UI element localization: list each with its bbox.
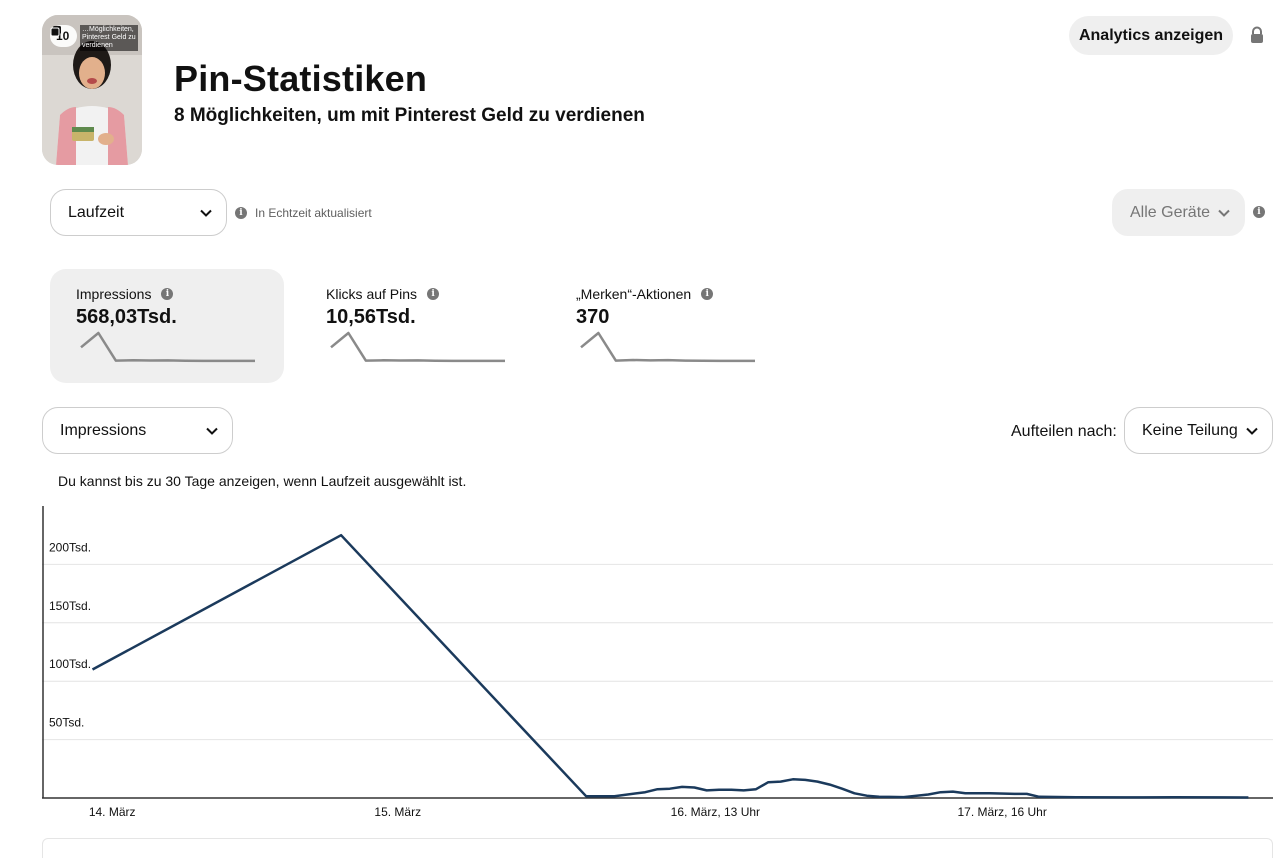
metric-card-saves[interactable]: „Merken“-Aktionen i 370	[550, 269, 784, 383]
metric-label: „Merken“-Aktionen	[576, 286, 692, 302]
y-tick-label: 150Tsd.	[49, 599, 91, 613]
metric-value: 370	[576, 306, 610, 328]
info-icon[interactable]: i	[427, 288, 440, 300]
device-value: Alle Geräte	[1130, 203, 1211, 221]
range-note: Du kannst bis zu 30 Tage anzeigen, wenn …	[58, 473, 467, 489]
split-value: Keine Teilung	[1142, 421, 1238, 439]
y-tick-label: 200Tsd.	[49, 540, 91, 554]
chevron-down-icon	[200, 209, 212, 217]
split-label: Aufteilen nach:	[1011, 423, 1117, 440]
realtime-note: i In Echtzeit aktualisiert	[235, 206, 372, 220]
metric-value: 10,56Tsd.	[326, 306, 416, 328]
analytics-button[interactable]: Analytics anzeigen	[1069, 16, 1233, 55]
page-title: Pin-Statistiken	[174, 58, 428, 99]
metric-label-row: „Merken“-Aktionen i	[576, 286, 758, 302]
y-tick-label: 100Tsd.	[49, 657, 91, 671]
pin-title: 8 Möglichkeiten, um mit Pinterest Geld z…	[174, 105, 645, 126]
chevron-down-icon	[206, 427, 218, 435]
metric-label: Impressions	[76, 286, 152, 302]
metric-card-clicks[interactable]: Klicks auf Pins i 10,56Tsd.	[300, 269, 534, 383]
chevron-down-icon	[1246, 427, 1258, 435]
pin-thumbnail[interactable]: 10 …Möglichkeiten, Pinterest Geld zu ver…	[42, 15, 142, 165]
realtime-note-text: In Echtzeit aktualisiert	[255, 206, 372, 220]
board-count-badge: 10	[50, 25, 78, 47]
device-select[interactable]: Alle Geräte	[1112, 189, 1245, 236]
y-tick-label: 50Tsd.	[49, 716, 84, 730]
lock-icon	[1251, 26, 1263, 43]
sparkline-path	[330, 331, 505, 363]
sparkline	[580, 331, 755, 363]
metric-card-impressions[interactable]: Impressions i 568,03Tsd.	[50, 269, 284, 383]
stack-icon	[50, 26, 61, 37]
chart-metric-value: Impressions	[60, 421, 147, 439]
sparkline-path	[580, 331, 755, 363]
series-line	[91, 533, 1249, 799]
sparkline	[80, 331, 255, 363]
device-info-icon[interactable]: i	[1253, 206, 1265, 218]
info-icon[interactable]: i	[235, 207, 247, 219]
x-tick-label: 17. März, 16 Uhr	[957, 805, 1046, 819]
sparkline	[330, 331, 505, 363]
x-tick-label: 14. März	[89, 805, 136, 819]
split-select[interactable]: Keine Teilung	[1124, 407, 1273, 454]
date-range-value: Laufzeit	[68, 203, 125, 221]
metric-value: 568,03Tsd.	[76, 306, 177, 328]
metric-label: Klicks auf Pins	[326, 286, 418, 302]
impressions-chart: 50Tsd. 100Tsd. 150Tsd. 200Tsd. 14. März 15. M…	[42, 506, 1273, 819]
x-tick-label: 15. März	[374, 805, 421, 819]
info-icon[interactable]: i	[161, 288, 174, 300]
sparkline-path	[80, 331, 255, 363]
metric-label-row: Klicks auf Pins i	[326, 286, 508, 302]
chart-metric-select[interactable]: Impressions	[42, 407, 233, 454]
metric-label-row: Impressions i	[76, 286, 258, 302]
date-range-select[interactable]: Laufzeit	[50, 189, 227, 236]
bottom-panel-edge	[42, 838, 1273, 858]
pin-thumbnail-caption: …Möglichkeiten, Pinterest Geld zu verdie…	[80, 25, 138, 51]
info-icon[interactable]: i	[701, 288, 714, 300]
chevron-down-icon	[1218, 209, 1230, 217]
x-tick-label: 16. März, 13 Uhr	[671, 805, 760, 819]
